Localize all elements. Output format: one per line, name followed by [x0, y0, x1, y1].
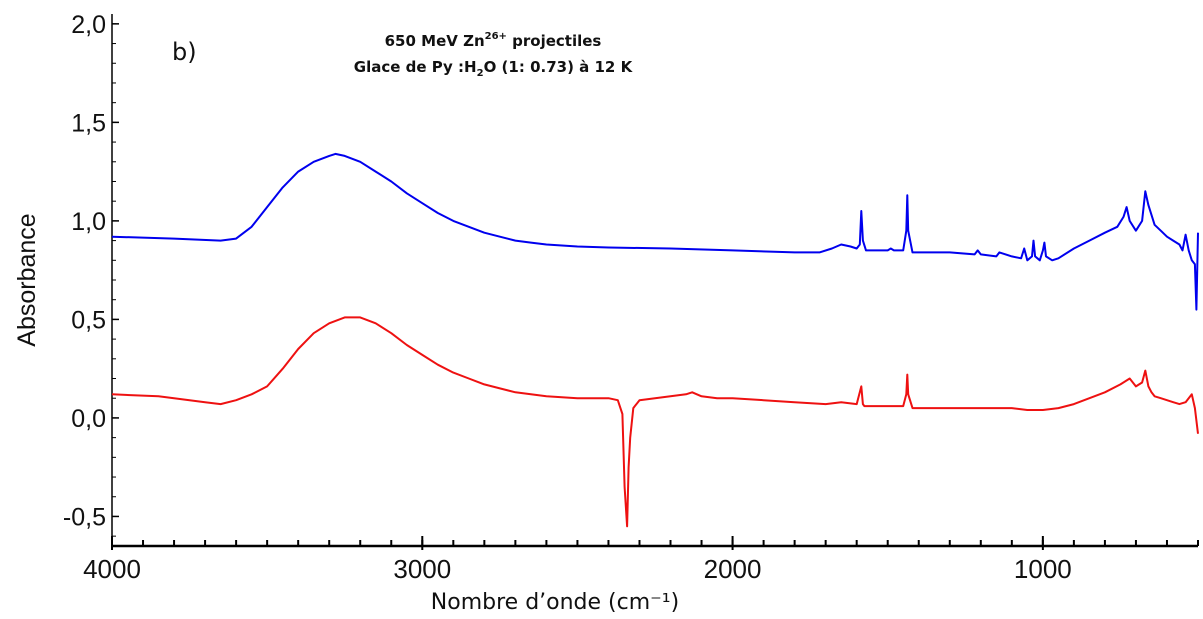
- chart-title-line2: Glace de Py :H2O (1: 0.73) à 12 K: [354, 58, 634, 79]
- x-tick-label: 4000: [83, 554, 141, 584]
- y-tick-label: -0,5: [63, 503, 106, 531]
- y-tick-label: 2,0: [71, 11, 106, 39]
- x-ticks: 4000 3000 2000 1000: [83, 536, 1072, 584]
- series-line-top: [111, 152, 1199, 311]
- series-line-bottom: [111, 316, 1199, 528]
- x-tick-label: 2000: [704, 554, 762, 584]
- title-line1-end: projectiles: [507, 32, 601, 50]
- x-tick-label: 3000: [393, 554, 451, 584]
- chart-title-line1: 650 MeV Zn26+ projectiles: [385, 31, 602, 50]
- series-layer: [111, 152, 1199, 528]
- title-line2-end: O (1: 0.73) à 12 K: [484, 58, 634, 76]
- y-tick-label: 1,5: [71, 109, 106, 137]
- axes: [111, 14, 1198, 548]
- y-tick-label: 0,5: [71, 306, 106, 334]
- title-line2-main: Glace de Py :H: [354, 58, 477, 76]
- title-line1-main: 650 MeV Zn: [385, 32, 485, 50]
- x-axis-title: Nombre d’onde (cm⁻¹): [431, 590, 679, 615]
- title-line2-subscript: 2: [477, 68, 484, 79]
- y-ticks: 2,0 1,5 1,0 0,5 0,0 -0,5: [63, 11, 119, 537]
- x-tick-label: 1000: [1014, 554, 1072, 584]
- y-tick-label: 1,0: [71, 208, 106, 236]
- y-axis-title: Absorbance: [13, 213, 41, 346]
- title-line1-superscript: 26+: [485, 31, 507, 42]
- panel-label: b): [172, 38, 197, 66]
- y-tick-label: 0,0: [71, 405, 106, 433]
